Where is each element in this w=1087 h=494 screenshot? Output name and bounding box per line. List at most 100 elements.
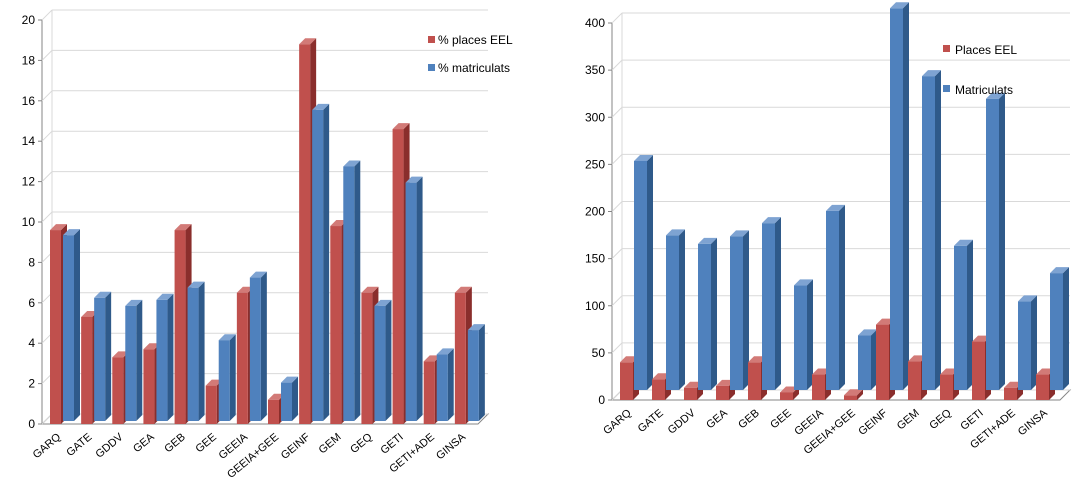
y-tick-label: 8 [28, 255, 35, 269]
bar-series-2 [125, 299, 143, 421]
y-tick-label: 20 [22, 13, 36, 27]
x-tick-label: GATE [636, 407, 666, 435]
y-tick-label: 16 [22, 94, 36, 108]
chart-percentages: 0 2 4 6 8 10 12 14 16 18 20 GARQ GATE GDDV GEA GEB GEE G… [22, 9, 513, 481]
bar-series-2 [666, 229, 685, 390]
x-tick-label: GATE [64, 431, 94, 459]
bar-series-2 [698, 237, 717, 390]
x-tick-label: GEQ [348, 431, 375, 456]
bar-series-2 [826, 204, 845, 390]
bar-series-2 [63, 229, 80, 421]
legend-label-matriculats: Matriculats [955, 83, 1013, 97]
x-tick-label: GEA [131, 431, 157, 456]
bars [50, 38, 485, 425]
bar-series-1 [684, 381, 703, 400]
y-tick-label: 300 [585, 110, 605, 124]
legend-label-matriculats: % matriculats [438, 61, 510, 75]
x-tick-label: GINSA [434, 431, 468, 463]
x-tick-label: GDDV [666, 407, 699, 437]
x-tick-label: GARQ [601, 407, 634, 437]
bar-series-1 [908, 355, 927, 400]
x-tick-label: GEEIA+GEE [802, 407, 858, 457]
bar-series-2 [249, 271, 267, 421]
bar-series-2 [343, 160, 361, 422]
x-tick-label: GEB [162, 431, 188, 455]
legend-swatch-places [428, 36, 435, 43]
legend-swatch-places [943, 45, 950, 52]
x-tick-label: GEB [736, 407, 762, 431]
y-tick-label: 200 [585, 205, 605, 219]
bar-series-2 [218, 334, 236, 421]
y-tick-label: 2 [28, 377, 35, 391]
legend-swatch-matriculats [428, 64, 435, 71]
bar-series-2 [374, 299, 392, 421]
bar-series-2 [312, 103, 330, 422]
x-tick-label: GETI+ADE [968, 407, 1018, 451]
x-axis-ticks: GARQ GATE GDDV GEA GEB GEEGEEIAGEEIA+GEEGEINF… [31, 431, 469, 481]
bar-series-2 [922, 70, 941, 391]
bar-series-2 [94, 291, 112, 421]
y-tick-label: 150 [585, 252, 605, 266]
bar-series-1 [716, 379, 735, 400]
y-axis-ticks: 0 50 100 150 200 250 300 350 400 [585, 16, 605, 407]
x-tick-label: GEM [895, 407, 922, 432]
y-tick-label: 0 [598, 393, 605, 407]
bar-series-2 [156, 293, 174, 421]
bar-series-2 [1018, 295, 1037, 390]
bars [620, 2, 1069, 400]
y-tick-label: 50 [592, 346, 606, 360]
bar-series-1 [972, 335, 991, 400]
x-tick-label: GETI [958, 407, 985, 433]
x-tick-label: GEEIA [792, 407, 826, 438]
bar-series-1 [1036, 368, 1055, 400]
bar-series-2 [436, 348, 454, 421]
x-tick-label: GARQ [31, 431, 64, 461]
bar-series-2 [954, 239, 973, 390]
legend-label-places: % places EEL [438, 33, 513, 47]
y-tick-label: 100 [585, 299, 605, 313]
bar-series-2 [187, 281, 205, 421]
legend: % places EEL % matriculats [428, 33, 513, 75]
y-tick-label: 14 [22, 134, 36, 148]
x-tick-label: GEINF [279, 431, 313, 462]
bar-series-1 [748, 356, 767, 400]
bar-series-1 [780, 386, 799, 400]
bar-series-1 [1004, 381, 1023, 400]
bar-series-1 [940, 368, 959, 400]
bar-series-1 [844, 389, 863, 400]
x-tick-label: GEA [704, 407, 730, 432]
x-tick-label: GEINF [856, 407, 890, 438]
bar-series-2 [281, 376, 298, 421]
y-tick-label: 350 [585, 63, 605, 77]
bar-series-2 [890, 2, 909, 390]
x-tick-label: GEM [317, 431, 344, 456]
x-tick-label: GDDV [93, 431, 126, 461]
y-tick-label: 400 [585, 16, 605, 30]
bar-series-1 [812, 368, 831, 400]
bar-series-2 [467, 324, 485, 421]
x-tick-label: GEE [193, 431, 219, 455]
legend-swatch-matriculats [943, 85, 950, 92]
y-tick-label: 18 [22, 53, 36, 67]
legend: Places EEL Matriculats [943, 43, 1017, 97]
bar-series-2 [858, 329, 877, 390]
bar-series-2 [634, 154, 653, 390]
x-axis-ticks: GARQ GATE GDDV GEA GEB GEEGEEIAGEEIA+GEEGEINF… [601, 407, 1050, 457]
legend-label-places: Places EEL [955, 43, 1017, 57]
x-tick-label: GINSA [1016, 407, 1050, 439]
y-axis-ticks: 0 2 4 6 8 10 12 14 16 18 20 [22, 13, 36, 431]
y-tick-label: 6 [28, 296, 35, 310]
y-tick-label: 12 [22, 175, 36, 189]
bar-series-2 [986, 92, 1005, 390]
grid-lines [608, 12, 1072, 401]
y-tick-label: 10 [22, 215, 36, 229]
bar-series-2 [1050, 267, 1069, 390]
y-tick-label: 4 [28, 336, 35, 350]
x-tick-label: GEE [768, 407, 794, 431]
bar-series-2 [762, 217, 781, 390]
bar-series-1 [620, 356, 639, 400]
y-tick-label: 0 [28, 417, 35, 431]
bar-series-1 [876, 318, 895, 400]
y-tick-label: 250 [585, 157, 605, 171]
bar-series-1 [652, 373, 671, 400]
